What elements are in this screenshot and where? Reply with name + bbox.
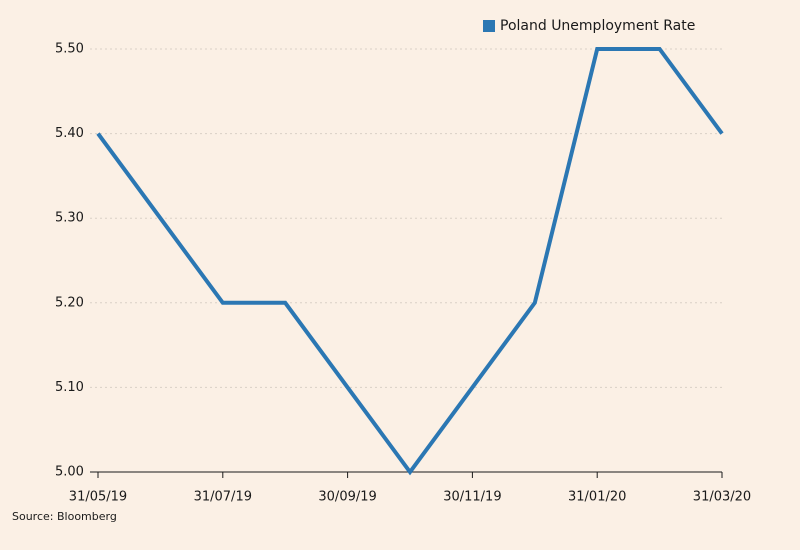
y-tick-label: 5.40 <box>55 126 84 141</box>
data-line <box>96 47 724 476</box>
y-tick-label: 5.30 <box>55 211 84 226</box>
x-tick-label: 30/11/19 <box>443 490 501 505</box>
y-tick-label: 5.50 <box>55 42 84 57</box>
legend-swatch <box>483 20 495 32</box>
legend-label: Poland Unemployment Rate <box>500 18 695 34</box>
y-tick-label: 5.10 <box>55 380 84 395</box>
y-tick-label: 5.00 <box>55 465 84 480</box>
x-tick-label: 31/05/19 <box>69 490 127 505</box>
x-tick-label: 30/09/19 <box>318 490 376 505</box>
x-tick-label: 31/01/20 <box>568 490 626 505</box>
x-tick-label: 31/07/19 <box>194 490 252 505</box>
y-tick-label: 5.20 <box>55 295 84 310</box>
x-tick-label: 31/03/20 <box>693 490 751 505</box>
source: Source: Bloomberg <box>12 510 117 523</box>
